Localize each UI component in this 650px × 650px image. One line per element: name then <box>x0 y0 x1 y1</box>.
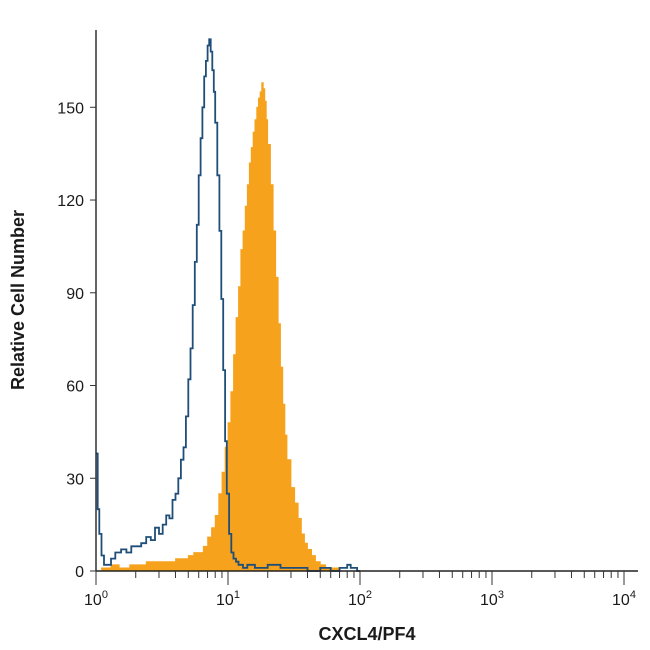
y-tick-label: 0 <box>75 564 84 581</box>
y-tick-label: 60 <box>66 379 84 396</box>
series-outline-histogram <box>96 38 360 572</box>
x-axis-title: CXCL4/PF4 <box>318 624 415 644</box>
x-tick-label: 103 <box>480 589 504 609</box>
y-tick-label: 150 <box>57 100 84 117</box>
y-tick-label: 30 <box>66 471 84 488</box>
series-layer <box>96 38 360 572</box>
series-filled-histogram <box>96 82 348 572</box>
x-tick-label: 100 <box>84 589 108 609</box>
y-tick-label: 90 <box>66 286 84 303</box>
y-tick-label: 120 <box>57 193 84 210</box>
x-tick-label: 104 <box>612 589 636 609</box>
x-tick-layer: 100 101 102 103 104 <box>84 571 636 609</box>
x-tick-label: 102 <box>348 589 372 609</box>
y-axis-title: Relative Cell Number <box>8 210 28 390</box>
y-tick-layer: 0 30 60 90 120 150 <box>57 100 96 581</box>
x-tick-label: 101 <box>216 589 240 609</box>
